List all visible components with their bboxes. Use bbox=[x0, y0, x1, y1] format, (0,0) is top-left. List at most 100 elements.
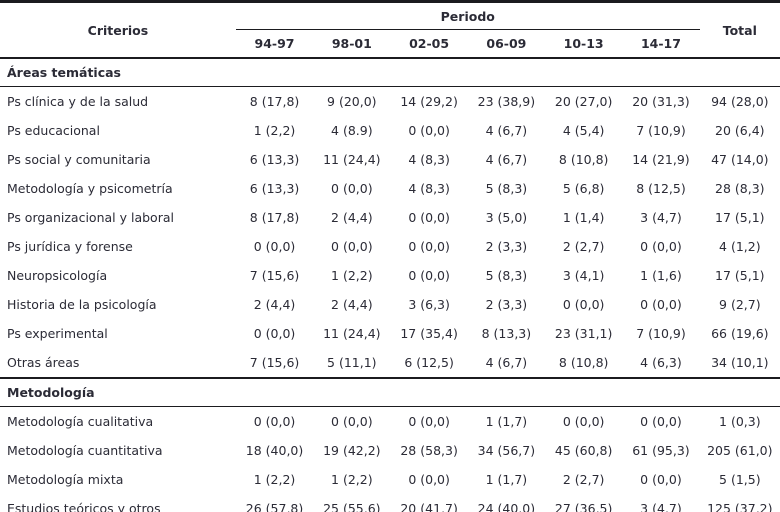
data-cell: 28 (58,3) bbox=[400, 443, 458, 458]
data-cell: 0 (0,0) bbox=[640, 297, 682, 312]
data-cell: 3 (4,7) bbox=[640, 501, 682, 512]
data-cell: 45 (60,8) bbox=[554, 443, 613, 458]
data-cell: 94 (28,0) bbox=[711, 94, 769, 109]
column-header-period-98-01: 98-01 bbox=[313, 29, 391, 59]
data-cell: 8 (12,5) bbox=[636, 181, 686, 196]
data-cell: 11 (24,4) bbox=[323, 152, 381, 167]
table-row: Metodología y psicometría 6 (13,3) 0 (0,0)… bbox=[0, 174, 780, 203]
data-cell: 1 (2,2) bbox=[253, 123, 296, 138]
data-cell: 3 (5,0) bbox=[485, 210, 528, 225]
row-label: Metodología cualitativa bbox=[7, 414, 154, 429]
data-cell: 8 (10,8) bbox=[558, 152, 609, 167]
data-cell: 0 (0,0) bbox=[640, 414, 682, 429]
data-cell: 20 (41,7) bbox=[400, 501, 458, 512]
data-cell: 6 (13,3) bbox=[249, 181, 300, 196]
data-cell: 23 (38,9) bbox=[477, 94, 536, 109]
data-cell: 2 (4,4) bbox=[331, 210, 373, 225]
data-cell: 2 (4,4) bbox=[331, 297, 373, 312]
data-cell: 8 (17,8) bbox=[249, 94, 300, 109]
column-header-period-94-97: 94-97 bbox=[235, 29, 314, 59]
row-label: Metodología cuantitativa bbox=[7, 443, 163, 458]
data-cell: 47 (14,0) bbox=[711, 152, 769, 167]
column-header-criterios: Criterios bbox=[0, 1, 236, 59]
row-label: Metodología mixta bbox=[7, 472, 124, 487]
data-cell: 0 (0,0) bbox=[408, 239, 450, 254]
table-row: Ps educacional 1 (2,2) 4 (8.9) 0 (0,0) 4 (6,… bbox=[0, 116, 780, 145]
data-cell: 20 (6,4) bbox=[715, 123, 765, 138]
data-cell: 4 (6,7) bbox=[485, 152, 528, 167]
section-header-row: Áreas temáticas bbox=[0, 57, 780, 87]
data-cell: 6 (13,3) bbox=[249, 152, 300, 167]
table-body: Áreas temáticas Ps clínica y de la salud 8… bbox=[0, 57, 780, 512]
data-cell: 34 (10,1) bbox=[711, 355, 769, 370]
data-cell: 0 (0,0) bbox=[331, 414, 373, 429]
data-cell: 0 (0,0) bbox=[408, 210, 450, 225]
data-cell: 0 (0,0) bbox=[640, 239, 682, 254]
data-cell: 0 (0,0) bbox=[408, 123, 450, 138]
data-cell: 17 (35,4) bbox=[400, 326, 458, 341]
data-cell: 2 (3,3) bbox=[485, 297, 528, 312]
data-cell: 0 (0,0) bbox=[562, 414, 605, 429]
table-row: Metodología cuantitativa 18 (40,0) 19 (42,… bbox=[0, 436, 780, 465]
header-row-top: Criterios Periodo Total bbox=[0, 1, 780, 59]
column-header-period-14-17: 14-17 bbox=[622, 29, 700, 59]
data-cell: 27 (36,5) bbox=[554, 501, 613, 512]
data-cell: 17 (5,1) bbox=[715, 210, 765, 225]
column-header-period-02-05: 02-05 bbox=[390, 29, 468, 59]
row-label: Metodología y psicometría bbox=[7, 181, 173, 196]
row-label: Ps educacional bbox=[7, 123, 100, 138]
data-cell: 28 (8,3) bbox=[715, 181, 765, 196]
row-label: Estudios teóricos y otros bbox=[7, 501, 161, 512]
data-cell: 7 (10,9) bbox=[636, 326, 686, 341]
data-cell: 7 (10,9) bbox=[636, 123, 686, 138]
data-cell: 23 (31,1) bbox=[554, 326, 613, 341]
data-cell: 34 (56,7) bbox=[477, 443, 536, 458]
data-cell: 8 (10,8) bbox=[558, 355, 609, 370]
data-cell: 1 (1,7) bbox=[485, 414, 528, 429]
data-cell: 1 (1,6) bbox=[640, 268, 682, 283]
data-cell: 1 (1,4) bbox=[562, 210, 605, 225]
data-cell: 3 (4,1) bbox=[562, 268, 605, 283]
table-row: Neuropsicología 7 (15,6) 1 (2,2) 0 (0,0) 5 (… bbox=[0, 261, 780, 290]
data-cell: 2 (4,4) bbox=[253, 297, 296, 312]
table-row: Ps organizacional y laboral 8 (17,8) 2 (4,… bbox=[0, 203, 780, 232]
data-cell: 5 (6,8) bbox=[562, 181, 605, 196]
data-cell: 3 (6,3) bbox=[408, 297, 450, 312]
data-cell: 0 (0,0) bbox=[408, 414, 450, 429]
table-row: Otras áreas 7 (15,6) 5 (11,1) 6 (12,5) 4 (6,… bbox=[0, 348, 780, 378]
data-cell: 4 (8,3) bbox=[408, 181, 450, 196]
data-cell: 24 (40,0) bbox=[477, 501, 536, 512]
table-row: Historia de la psicología 2 (4,4) 2 (4,4) 3… bbox=[0, 290, 780, 319]
table-row: Ps experimental 0 (0,0) 11 (24,4) 17 (35,4)… bbox=[0, 319, 780, 348]
row-label: Ps clínica y de la salud bbox=[7, 94, 149, 109]
section-title: Metodología bbox=[0, 377, 780, 407]
data-cell: 19 (42,2) bbox=[323, 443, 381, 458]
table-row: Estudios teóricos y otros 26 (57,8) 25 (55… bbox=[0, 494, 780, 512]
row-label: Historia de la psicología bbox=[7, 297, 157, 312]
data-cell: 4 (6,3) bbox=[640, 355, 682, 370]
data-cell: 18 (40,0) bbox=[245, 443, 304, 458]
column-header-period-06-09: 06-09 bbox=[467, 29, 546, 59]
data-cell: 5 (11,1) bbox=[327, 355, 377, 370]
data-cell: 0 (0,0) bbox=[331, 181, 373, 196]
data-cell: 4 (5,4) bbox=[562, 123, 605, 138]
data-cell: 4 (8,3) bbox=[408, 152, 450, 167]
data-cell: 2 (3,3) bbox=[485, 239, 528, 254]
data-cell: 0 (0,0) bbox=[253, 326, 296, 341]
data-cell: 4 (1,2) bbox=[719, 239, 761, 254]
row-label: Ps jurídica y forense bbox=[7, 239, 133, 254]
data-cell: 0 (0,0) bbox=[562, 297, 605, 312]
column-header-total: Total bbox=[699, 1, 780, 59]
data-cell: 0 (0,0) bbox=[640, 472, 682, 487]
data-cell: 0 (0,0) bbox=[408, 268, 450, 283]
data-cell: 7 (15,6) bbox=[249, 355, 300, 370]
row-label: Ps experimental bbox=[7, 326, 108, 341]
data-cell: 2 (2,7) bbox=[562, 472, 605, 487]
data-cell: 1 (2,2) bbox=[253, 472, 296, 487]
data-cell: 20 (31,3) bbox=[632, 94, 690, 109]
data-cell: 20 (27,0) bbox=[554, 94, 613, 109]
data-cell: 6 (12,5) bbox=[404, 355, 454, 370]
data-cell: 7 (15,6) bbox=[249, 268, 300, 283]
data-cell: 9 (2,7) bbox=[719, 297, 761, 312]
